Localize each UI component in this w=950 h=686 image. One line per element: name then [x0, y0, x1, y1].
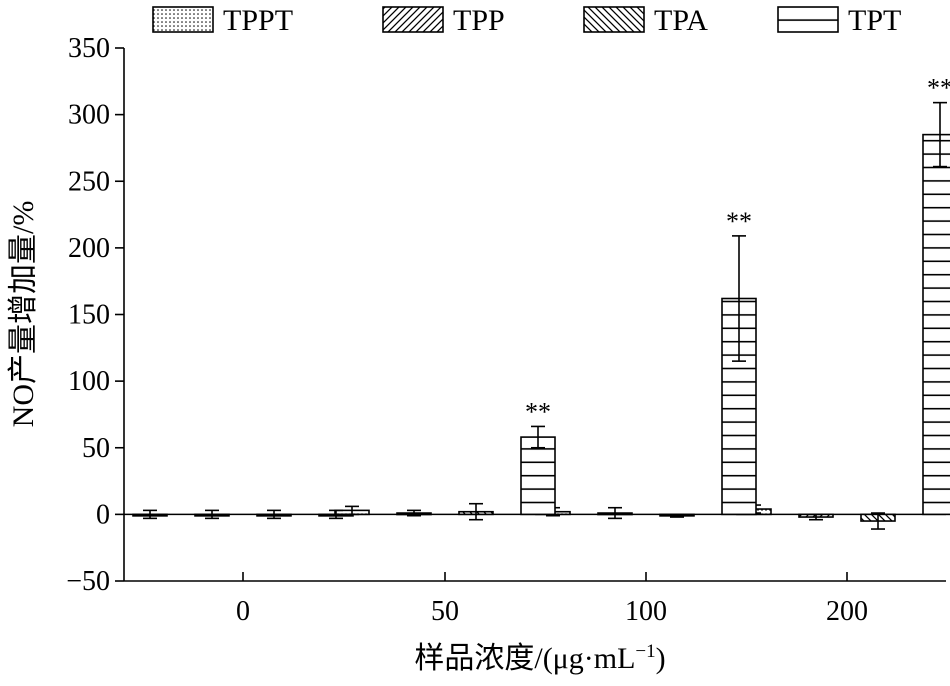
x-axis-title-superscript: −1 [635, 641, 655, 662]
legend-swatch-tpa [583, 6, 645, 33]
legend-swatch-tpp [382, 6, 444, 33]
legend: TPPT TPP TPA TPT [152, 4, 901, 37]
legend-label-tpp: TPP [453, 4, 505, 37]
significance-label: ** [525, 397, 551, 426]
bar-tpt [520, 436, 556, 516]
bar-tpt [922, 133, 950, 516]
x-axis-title: 样品浓度/(μg·mL−1) [414, 641, 665, 675]
significance-label: ** [726, 207, 752, 236]
x-tick-label: 200 [826, 596, 868, 627]
x-axis-title-close: ) [656, 642, 666, 675]
y-tick-label: 0 [96, 499, 110, 530]
x-tick-label: 0 [236, 596, 250, 627]
x-axis-title-main: 样品浓度/(μg·mL [414, 642, 635, 675]
y-tick-label: 150 [68, 300, 110, 331]
legend-label-tpt: TPT [848, 4, 901, 37]
y-tick-label: 100 [68, 366, 110, 397]
legend-label-tpa: TPA [654, 4, 708, 37]
y-tick-label: 300 [68, 100, 110, 131]
y-tick-label: 350 [68, 33, 110, 64]
significance-label: ** [927, 74, 950, 103]
legend-label-tppt: TPPT [223, 4, 293, 37]
y-axis-title: NO产量增加量/% [7, 201, 40, 428]
legend-swatch-tppt [152, 6, 214, 33]
y-tick-label: 200 [68, 233, 110, 264]
x-tick-label: 50 [431, 596, 459, 627]
y-tick-label: −50 [66, 566, 110, 597]
x-tick-label: 100 [625, 596, 667, 627]
legend-swatch-tpt [777, 6, 839, 33]
y-tick-label: 250 [68, 166, 110, 197]
plot-area: −50 0 50 100 150 200 250 300 350 0 50 100 200 ** ** ** [66, 33, 950, 627]
y-tick-label: 50 [82, 433, 110, 464]
